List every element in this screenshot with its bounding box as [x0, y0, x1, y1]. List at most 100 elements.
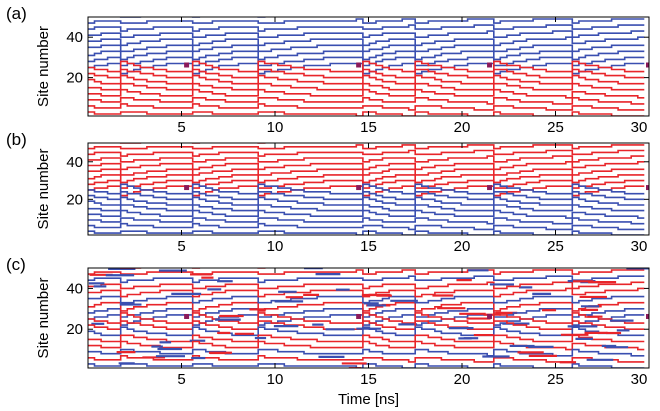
x-tick-label: 15	[360, 119, 377, 136]
series-line	[88, 320, 645, 330]
series-line	[88, 314, 645, 326]
panel-2: 5 10 15 20 25 30 20 40 Site number (b)	[6, 130, 650, 265]
apex-marker	[646, 185, 649, 191]
x-tick-label: 5	[177, 371, 185, 388]
series-line	[88, 363, 645, 368]
series-line	[88, 295, 645, 304]
series-line	[88, 326, 645, 337]
series-line	[88, 222, 645, 231]
panel-label: (a)	[6, 4, 27, 23]
plot-area	[88, 1, 649, 142]
series-line	[88, 60, 645, 73]
x-tick-label: 10	[267, 371, 284, 388]
series-line	[88, 301, 645, 312]
series-line	[119, 268, 266, 269]
x-tick-label: 20	[454, 119, 471, 136]
series-line	[88, 261, 644, 265]
series-line	[88, 56, 645, 67]
series-line	[88, 174, 645, 184]
y-tick-label: 20	[66, 191, 83, 208]
series-line	[88, 168, 645, 176]
series-line	[88, 44, 645, 53]
series-line	[88, 144, 645, 150]
series-line	[88, 88, 645, 99]
y-tick-label: 40	[66, 280, 83, 297]
series-line	[119, 17, 266, 18]
x-tick-label: 25	[547, 238, 564, 255]
series-line	[88, 24, 645, 32]
series-line	[88, 82, 645, 91]
plot-area	[88, 143, 649, 265]
apex-marker	[487, 313, 493, 319]
series-line	[88, 196, 645, 206]
apex-marker	[487, 62, 493, 68]
series-line	[88, 258, 644, 260]
x-tick-label: 20	[454, 238, 471, 255]
series-line	[88, 149, 645, 157]
series-line	[88, 355, 645, 363]
series-line	[88, 334, 645, 343]
series-line	[88, 161, 645, 171]
series-line	[88, 348, 645, 357]
x-tick-label: 25	[547, 371, 564, 388]
series-line	[88, 155, 645, 163]
series-line	[88, 183, 645, 195]
y-axis-title: Site number	[35, 278, 52, 359]
apex-marker	[646, 313, 649, 319]
apex-marker	[356, 313, 362, 319]
series-line	[88, 1, 644, 3]
series-line	[88, 36, 645, 47]
series-line	[88, 138, 644, 142]
apex-marker	[184, 313, 190, 319]
x-tick-label: 10	[267, 119, 284, 136]
x-tick-label: 30	[631, 238, 648, 255]
series-line	[88, 308, 645, 318]
series-line	[88, 179, 645, 189]
x-tick-label: 15	[360, 371, 377, 388]
apex-marker	[487, 185, 493, 191]
apex-marker	[356, 62, 362, 68]
series-line	[88, 191, 645, 201]
series-line	[88, 281, 645, 290]
y-axis-title: Site number	[35, 26, 52, 107]
y-axis-title: Site number	[35, 149, 52, 230]
series-line	[88, 217, 645, 225]
x-tick-label: 30	[631, 371, 648, 388]
x-tick-label: 5	[177, 119, 185, 136]
series-line	[88, 68, 645, 79]
series-line	[88, 287, 645, 298]
panel-3: 5 10 15 20 25 30 20 40 Site number (c) Time [ns]	[6, 255, 650, 408]
series-line	[88, 97, 645, 105]
series-line	[88, 256, 644, 260]
x-tick-label: 15	[360, 238, 377, 255]
apex-marker	[184, 62, 190, 68]
series-line	[88, 275, 645, 284]
panel-label: (b)	[6, 130, 27, 149]
series-line	[88, 103, 645, 111]
apex-marker	[646, 62, 649, 68]
series-line	[88, 111, 645, 116]
x-tick-label: 20	[454, 371, 471, 388]
series-line	[88, 62, 645, 75]
series-line	[88, 269, 645, 275]
series-line	[88, 230, 645, 235]
series-line	[88, 50, 645, 61]
x-tick-label: 5	[177, 238, 185, 255]
series-line	[88, 312, 645, 324]
y-tick-label: 20	[66, 321, 83, 338]
panel-1: 5 10 15 20 25 30 20 40 Site number (a)	[6, 1, 650, 142]
series-line	[88, 7, 644, 9]
x-tick-label: 10	[267, 238, 284, 255]
series-line	[88, 30, 645, 38]
panel-label: (c)	[6, 255, 26, 274]
apex-marker	[356, 185, 362, 191]
apex-marker	[184, 185, 190, 191]
series-line	[88, 18, 645, 24]
y-tick-label: 20	[66, 70, 83, 87]
x-tick-label: 30	[631, 119, 648, 136]
y-tick-label: 40	[66, 29, 83, 46]
series-line	[88, 185, 645, 197]
series-line	[88, 204, 645, 212]
series-line	[88, 74, 645, 85]
